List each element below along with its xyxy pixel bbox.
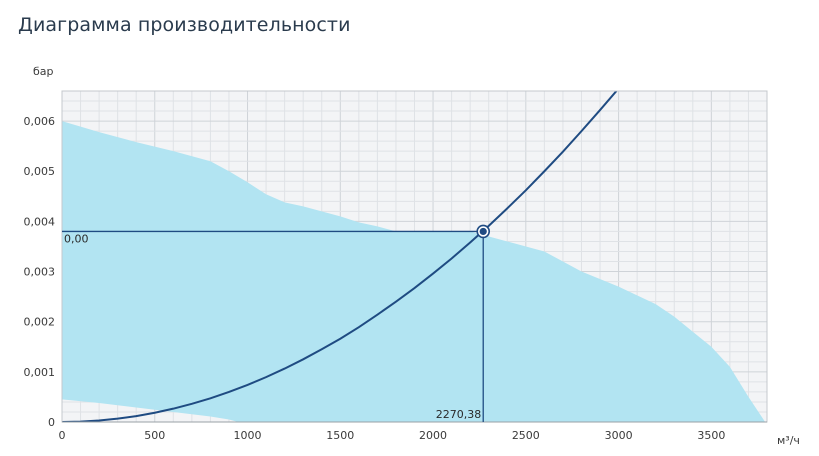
y-tick-label: 0,005 — [24, 165, 56, 178]
chart-title: Диаграмма производительности — [18, 14, 351, 36]
x-tick-label: 2000 — [419, 429, 447, 442]
performance-area — [62, 121, 766, 422]
axes: 0 500 1000 1500 2000 2500 3000 3500 0 0,001 0,002 0… — [24, 65, 800, 447]
system-curve-line — [62, 91, 618, 422]
x-tick-label: 3000 — [605, 429, 633, 442]
x-tick-label: 0 — [59, 429, 66, 442]
x-tick-label: 500 — [144, 429, 165, 442]
x-tick-label: 3500 — [697, 429, 725, 442]
plot-frame — [61, 90, 768, 423]
x-axis-unit: м³/ч — [777, 434, 800, 447]
x-tick-label: 1000 — [234, 429, 262, 442]
y-tick-label: 0,006 — [24, 115, 56, 128]
y-tick-label: 0,001 — [24, 366, 56, 379]
operating-point-marker — [479, 227, 487, 236]
operating-point-x-label: 2270,38 — [436, 408, 482, 421]
y-axis-unit: бар — [33, 65, 54, 78]
y-tick-label: 0 — [48, 416, 55, 429]
y-tick-label: 0,004 — [24, 215, 56, 228]
operating-point-group: 0,00 2270,38 — [62, 224, 491, 422]
x-tick-label: 2500 — [512, 429, 540, 442]
operating-point-y-label: 0,00 — [64, 232, 89, 245]
x-tick-label: 1500 — [326, 429, 354, 442]
performance-envelope — [62, 121, 766, 422]
y-tick-label: 0,003 — [24, 266, 56, 279]
system-curve — [62, 91, 618, 422]
y-tick-label: 0,002 — [24, 316, 56, 329]
